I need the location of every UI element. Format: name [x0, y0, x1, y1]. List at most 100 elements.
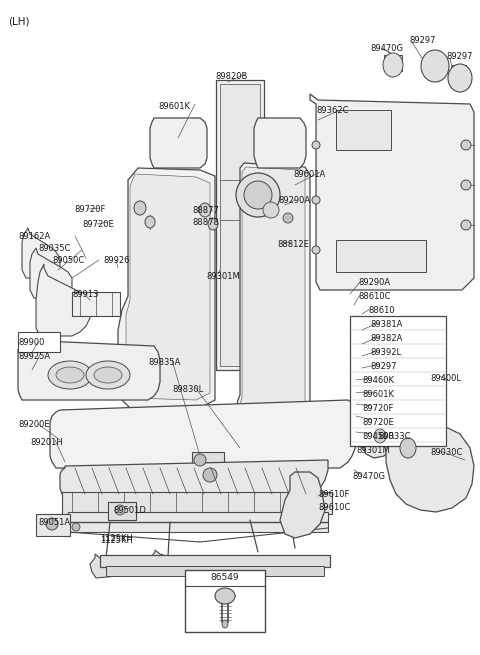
Text: 1125KH: 1125KH [100, 536, 133, 545]
Polygon shape [30, 248, 72, 300]
Bar [200, 468, 220, 486]
Ellipse shape [222, 620, 228, 628]
Ellipse shape [461, 180, 471, 190]
Bar [216, 80, 264, 370]
Text: 88610: 88610 [368, 306, 395, 315]
Text: 89297: 89297 [446, 52, 472, 61]
Ellipse shape [86, 361, 130, 389]
Text: 89925A: 89925A [18, 352, 50, 361]
Polygon shape [90, 554, 120, 578]
Text: 89030C: 89030C [430, 448, 462, 457]
Polygon shape [310, 94, 474, 290]
Text: 89720E: 89720E [82, 220, 114, 229]
Ellipse shape [421, 50, 449, 82]
Bar [220, 84, 260, 366]
Text: 89392L: 89392L [370, 348, 401, 357]
Ellipse shape [374, 429, 386, 443]
Ellipse shape [312, 196, 320, 204]
Bar [106, 566, 324, 576]
Polygon shape [240, 167, 305, 478]
Polygon shape [236, 163, 310, 482]
Text: 89470G: 89470G [352, 472, 385, 481]
Text: 89381A: 89381A [370, 320, 402, 329]
Ellipse shape [208, 218, 218, 230]
Polygon shape [386, 423, 474, 512]
Text: 89290A: 89290A [358, 278, 390, 287]
Polygon shape [362, 424, 394, 458]
Ellipse shape [72, 523, 80, 531]
Polygon shape [254, 118, 306, 168]
Text: 89301M: 89301M [356, 446, 390, 455]
Bar [36, 514, 70, 536]
Polygon shape [150, 550, 180, 574]
Bar [284, 189, 302, 209]
Text: 89362C: 89362C [316, 106, 348, 115]
Text: 89382A: 89382A [370, 334, 402, 343]
Ellipse shape [283, 213, 293, 223]
Bar [425, 55, 441, 73]
Text: 89290A: 89290A [278, 196, 310, 205]
Text: 89050C: 89050C [52, 256, 84, 265]
Bar [100, 555, 330, 567]
Text: 89610C: 89610C [318, 503, 350, 512]
Text: 89610F: 89610F [318, 490, 349, 499]
Ellipse shape [56, 367, 84, 383]
Text: 89913: 89913 [72, 290, 98, 299]
Polygon shape [118, 168, 215, 408]
Text: 89201H: 89201H [30, 438, 63, 447]
Bar [280, 185, 306, 213]
Ellipse shape [400, 438, 416, 458]
Bar [108, 502, 136, 520]
Text: 89720E: 89720E [362, 418, 394, 427]
Text: 89297: 89297 [409, 36, 435, 45]
Text: (LH): (LH) [8, 16, 29, 26]
Ellipse shape [461, 220, 471, 230]
Bar [62, 492, 332, 514]
Polygon shape [126, 174, 210, 400]
Ellipse shape [312, 246, 320, 254]
Text: 89301M: 89301M [206, 272, 240, 281]
Text: 89450R: 89450R [362, 432, 394, 441]
Ellipse shape [46, 518, 58, 530]
Text: 86549: 86549 [211, 572, 240, 582]
Ellipse shape [312, 141, 320, 149]
Ellipse shape [194, 454, 206, 466]
Text: 89400L: 89400L [430, 374, 461, 383]
Ellipse shape [448, 64, 472, 92]
Ellipse shape [263, 202, 279, 218]
Ellipse shape [215, 588, 235, 604]
Ellipse shape [244, 181, 272, 209]
Polygon shape [18, 340, 160, 400]
Text: 89501D: 89501D [113, 506, 146, 515]
Text: 89601K: 89601K [158, 102, 190, 111]
Text: 89820B: 89820B [215, 72, 247, 81]
Polygon shape [60, 460, 328, 494]
Text: 88877: 88877 [192, 206, 219, 215]
Polygon shape [150, 118, 207, 168]
Text: 89162A: 89162A [18, 232, 50, 241]
Polygon shape [22, 228, 60, 278]
Bar [68, 512, 328, 532]
Ellipse shape [199, 203, 211, 217]
Bar [452, 65, 466, 81]
Text: 89200E: 89200E [18, 420, 49, 429]
Ellipse shape [461, 140, 471, 150]
Text: 1125KH: 1125KH [100, 534, 133, 543]
Ellipse shape [383, 53, 403, 77]
Text: 89720F: 89720F [362, 404, 394, 413]
Bar [72, 292, 120, 316]
Bar [336, 240, 426, 272]
Text: 89460K: 89460K [362, 376, 394, 385]
Ellipse shape [115, 505, 125, 515]
Text: 89720F: 89720F [74, 205, 106, 214]
Text: 89926: 89926 [103, 256, 130, 265]
Bar [185, 570, 265, 632]
Bar [336, 110, 391, 150]
Text: 89035C: 89035C [38, 244, 71, 253]
Text: 89900: 89900 [18, 338, 44, 347]
Text: 89297: 89297 [370, 362, 396, 371]
Ellipse shape [203, 468, 217, 482]
Ellipse shape [48, 361, 92, 389]
Text: 88812E: 88812E [277, 240, 309, 249]
Ellipse shape [145, 216, 155, 228]
